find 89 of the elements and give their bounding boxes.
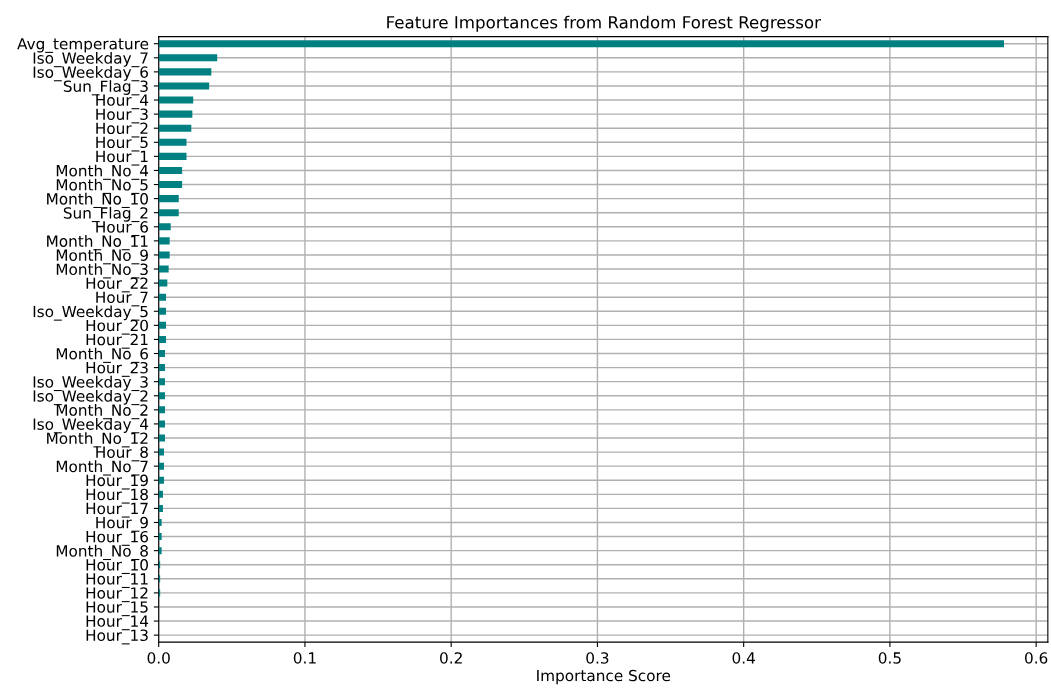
y-tick-label: Iso_Weekday_7 xyxy=(33,51,148,68)
y-tick-label: Iso_Weekday_6 xyxy=(33,66,149,82)
bar xyxy=(158,406,165,414)
y-tick-label: Month_No_3 xyxy=(56,263,148,279)
y-tick-label: Iso_Weekday_2 xyxy=(33,389,148,406)
x-tick-label: 0.0 xyxy=(147,652,170,664)
bar xyxy=(158,195,179,203)
x-tick-label: 0.4 xyxy=(732,652,755,664)
bar xyxy=(158,335,167,343)
y-tick-label: Hour_14 xyxy=(86,615,149,631)
bar xyxy=(158,209,179,217)
bar xyxy=(158,448,164,456)
bar xyxy=(158,223,171,231)
y-tick-label: Month_No_2 xyxy=(56,404,148,420)
y-tick-label: Iso_Weekday_3 xyxy=(33,375,148,392)
bar xyxy=(158,124,192,132)
bar xyxy=(158,40,1004,48)
bar xyxy=(158,166,183,174)
x-tick-label: 0.5 xyxy=(878,652,901,664)
y-tick-label: Hour_13 xyxy=(86,629,148,645)
x-tick-label: 0.3 xyxy=(586,652,609,664)
bar xyxy=(158,533,162,541)
y-tick-label: Hour_21 xyxy=(86,333,148,349)
y-tick-label: Hour_9 xyxy=(96,516,148,532)
y-tick-label: Hour_19 xyxy=(86,474,148,490)
y-tick-label: Hour_23 xyxy=(86,361,148,377)
bar xyxy=(158,307,167,315)
y-tick-label: Hour_8 xyxy=(96,446,148,462)
bar xyxy=(158,152,187,160)
bar xyxy=(158,476,164,484)
y-tick-label: Hour_5 xyxy=(96,136,148,152)
bar xyxy=(158,518,162,526)
y-tick-label: Month_No_6 xyxy=(56,347,149,363)
y-tick-label: Iso_Weekday_5 xyxy=(33,305,148,321)
bar xyxy=(158,279,168,287)
bar xyxy=(158,181,183,189)
x-tick-label: 0.2 xyxy=(440,652,462,664)
bar xyxy=(158,504,163,512)
y-tick-label: Month_No_5 xyxy=(56,178,148,194)
bar xyxy=(158,54,218,62)
x-tick-label: 0.6 xyxy=(1025,652,1048,664)
y-tick-label: Hour_18 xyxy=(86,488,148,504)
y-tick-label: Month_No_4 xyxy=(56,164,149,180)
y-tick-label: Month_No_10 xyxy=(47,192,148,209)
y-tick-label: Month_No_7 xyxy=(56,460,148,476)
bar xyxy=(158,547,162,555)
y-tick-label: Hour_11 xyxy=(86,573,148,588)
y-tick-label: Hour_4 xyxy=(96,94,149,110)
bar xyxy=(158,392,165,400)
bar xyxy=(158,265,169,273)
bar xyxy=(158,490,163,498)
y-tick-label: Hour_17 xyxy=(86,502,148,518)
y-tick-label: Hour_15 xyxy=(86,601,148,617)
y-tick-label: Month_No_12 xyxy=(47,432,148,448)
y-tick-label: Hour_16 xyxy=(86,530,149,546)
y-tick-label: Hour_20 xyxy=(86,319,148,335)
bar xyxy=(158,434,165,442)
y-tick-label: Hour_10 xyxy=(86,559,148,574)
y-tick-label: Avg_temperature xyxy=(17,38,149,53)
bar xyxy=(158,420,165,428)
y-tick-label: Month_No_11 xyxy=(47,235,148,251)
bar xyxy=(158,378,165,386)
bar xyxy=(158,68,212,76)
bar xyxy=(158,110,193,118)
chart-title: Feature Importances from Random Forest Regressor xyxy=(387,15,821,32)
bar xyxy=(158,138,187,146)
y-tick-label: Hour_22 xyxy=(86,277,148,293)
bar xyxy=(158,364,165,372)
y-tick-label: Iso_Weekday_4 xyxy=(33,418,149,434)
bar xyxy=(158,237,170,245)
y-tick-label: Sun_Flag_2 xyxy=(63,206,148,223)
y-tick-label: Hour_6 xyxy=(96,221,149,237)
y-tick-label: Sun_Flag_3 xyxy=(63,80,148,96)
y-tick-label: Hour_2 xyxy=(96,122,148,138)
y-tick-label: Hour_12 xyxy=(86,587,148,603)
bar xyxy=(158,251,170,259)
bar xyxy=(158,82,210,90)
bar xyxy=(158,349,165,358)
y-tick-label: Month_No_9 xyxy=(56,249,148,265)
bar xyxy=(158,293,167,301)
y-tick-label: Hour_1 xyxy=(96,150,148,166)
x-axis-title: Importance Score xyxy=(537,669,671,685)
bar xyxy=(158,96,194,104)
bar xyxy=(158,321,167,329)
bar xyxy=(158,462,164,470)
x-tick-label: 0.1 xyxy=(293,652,316,664)
y-tick-label: Hour_7 xyxy=(96,291,148,307)
y-tick-label: Hour_3 xyxy=(96,108,148,124)
y-tick-label: Month_No_8 xyxy=(56,544,148,561)
